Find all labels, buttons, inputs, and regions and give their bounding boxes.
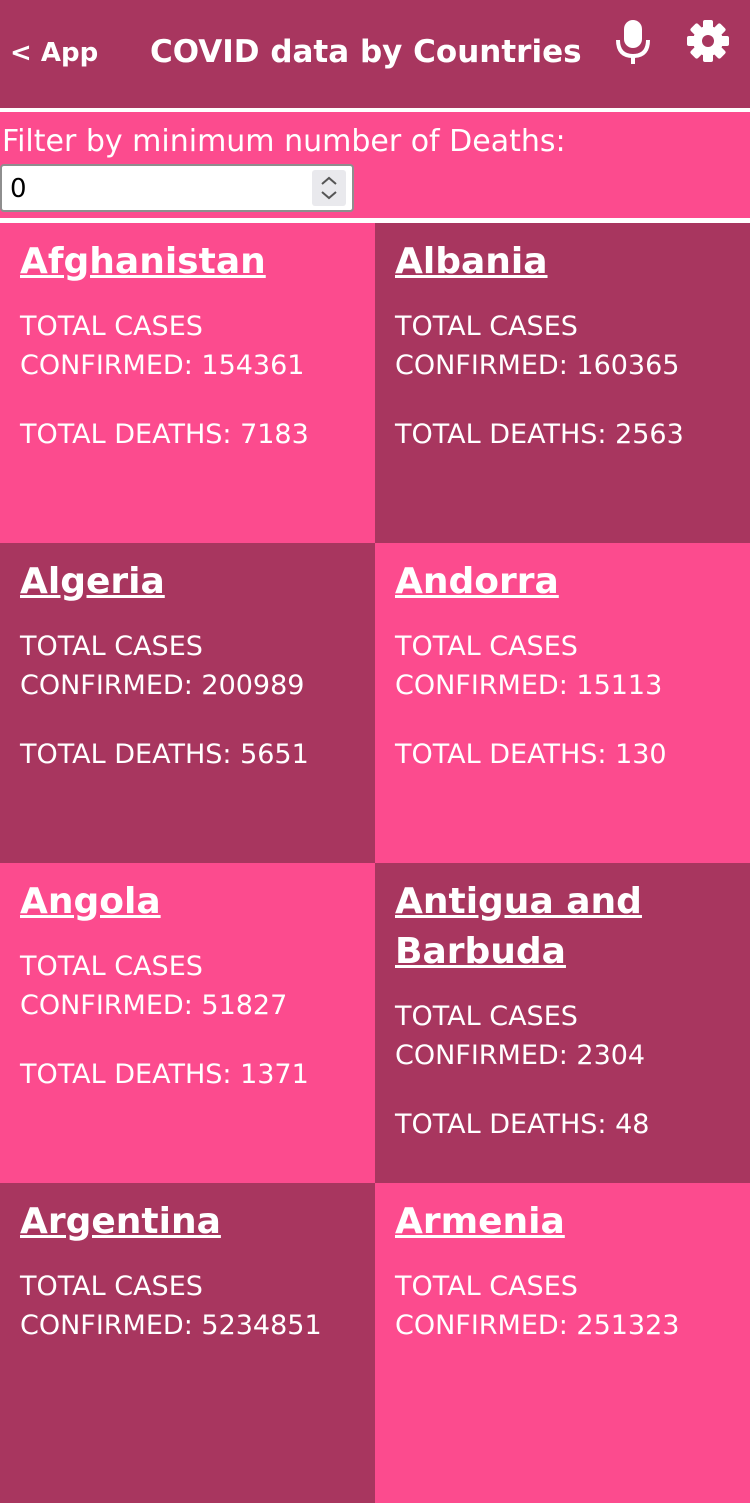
cases-stat: TOTAL CASES CONFIRMED: 160365 [395, 307, 750, 385]
confirmed-label: CONFIRMED: [395, 1310, 577, 1341]
cases-stat: TOTAL CASES CONFIRMED: 5234851 [20, 1267, 375, 1345]
deaths-label: TOTAL DEATHS: [20, 419, 241, 450]
deaths-stat: TOTAL DEATHS: 130 [395, 735, 750, 774]
confirmed-value: 154361 [201, 350, 305, 381]
filter-divider [0, 218, 750, 223]
filter-label: Filter by minimum number of Deaths: [2, 124, 566, 159]
deaths-value: 7183 [240, 419, 309, 450]
country-link[interactable]: Antigua and Barbuda [395, 881, 642, 972]
country-card: Afghanistan TOTAL CASES CONFIRMED: 15436… [0, 223, 375, 543]
deaths-label: TOTAL DEATHS: [395, 1109, 616, 1140]
cases-label: TOTAL CASES [20, 1271, 203, 1302]
confirmed-value: 51827 [201, 990, 288, 1021]
country-card: Armenia TOTAL CASES CONFIRMED: 251323 [375, 1183, 750, 1503]
country-link[interactable]: Argentina [20, 1201, 221, 1242]
country-card: Angola TOTAL CASES CONFIRMED: 51827 TOTA… [0, 863, 375, 1183]
header-divider [0, 108, 750, 112]
country-card: Argentina TOTAL CASES CONFIRMED: 5234851 [0, 1183, 375, 1503]
confirmed-value: 15113 [576, 670, 663, 701]
back-button[interactable]: < App [10, 38, 99, 68]
cases-stat: TOTAL CASES CONFIRMED: 251323 [395, 1267, 750, 1345]
deaths-value: 130 [615, 739, 667, 770]
deaths-value: 48 [615, 1109, 650, 1140]
confirmed-label: CONFIRMED: [395, 670, 577, 701]
confirmed-label: CONFIRMED: [20, 670, 202, 701]
confirmed-label: CONFIRMED: [20, 990, 202, 1021]
filter-bar: Filter by minimum number of Deaths: [0, 112, 750, 218]
country-card: Algeria TOTAL CASES CONFIRMED: 200989 TO… [0, 543, 375, 863]
country-link[interactable]: Albania [395, 241, 548, 282]
deaths-label: TOTAL DEATHS: [20, 1059, 241, 1090]
app-header: < App COVID data by Countries [0, 0, 750, 108]
microphone-icon[interactable] [612, 18, 654, 66]
cases-stat: TOTAL CASES CONFIRMED: 154361 [20, 307, 375, 385]
gear-icon[interactable] [686, 19, 730, 63]
deaths-label: TOTAL DEATHS: [395, 419, 616, 450]
number-spinner[interactable] [312, 170, 346, 206]
min-deaths-field[interactable] [0, 164, 354, 212]
cases-label: TOTAL CASES [395, 1271, 578, 1302]
deaths-stat: TOTAL DEATHS: 2563 [395, 415, 750, 454]
confirmed-label: CONFIRMED: [20, 1310, 202, 1341]
page-title: COVID data by Countries [150, 34, 582, 70]
deaths-stat: TOTAL DEATHS: 1371 [20, 1055, 375, 1094]
confirmed-label: CONFIRMED: [20, 350, 202, 381]
country-link[interactable]: Angola [20, 881, 161, 922]
deaths-stat: TOTAL DEATHS: 48 [395, 1105, 750, 1144]
country-link[interactable]: Afghanistan [20, 241, 266, 282]
cases-stat: TOTAL CASES CONFIRMED: 15113 [395, 627, 750, 705]
deaths-value: 5651 [240, 739, 309, 770]
country-link[interactable]: Armenia [395, 1201, 565, 1242]
confirmed-label: CONFIRMED: [395, 350, 577, 381]
confirmed-value: 5234851 [201, 1310, 322, 1341]
cases-label: TOTAL CASES [20, 951, 203, 982]
cases-stat: TOTAL CASES CONFIRMED: 2304 [395, 997, 750, 1075]
confirmed-value: 2304 [576, 1040, 646, 1071]
country-card: Andorra TOTAL CASES CONFIRMED: 15113 TOT… [375, 543, 750, 863]
country-card: Albania TOTAL CASES CONFIRMED: 160365 TO… [375, 223, 750, 543]
deaths-label: TOTAL DEATHS: [395, 739, 616, 770]
deaths-value: 2563 [615, 419, 684, 450]
confirmed-label: CONFIRMED: [395, 1040, 577, 1071]
country-link[interactable]: Andorra [395, 561, 559, 602]
cases-label: TOTAL CASES [395, 631, 578, 662]
country-card: Antigua and Barbuda TOTAL CASES CONFIRME… [375, 863, 750, 1183]
min-deaths-input[interactable] [8, 170, 302, 208]
deaths-stat: TOTAL DEATHS: 7183 [20, 415, 375, 454]
cases-label: TOTAL CASES [395, 311, 578, 342]
chevron-down-icon [321, 191, 337, 200]
cases-stat: TOTAL CASES CONFIRMED: 200989 [20, 627, 375, 705]
cases-label: TOTAL CASES [20, 311, 203, 342]
chevron-up-icon [321, 176, 337, 185]
cases-label: TOTAL CASES [20, 631, 203, 662]
country-link[interactable]: Algeria [20, 561, 165, 602]
confirmed-value: 251323 [576, 1310, 680, 1341]
deaths-value: 1371 [240, 1059, 309, 1090]
cases-stat: TOTAL CASES CONFIRMED: 51827 [20, 947, 375, 1025]
deaths-stat: TOTAL DEATHS: 5651 [20, 735, 375, 774]
confirmed-value: 200989 [201, 670, 305, 701]
deaths-label: TOTAL DEATHS: [20, 739, 241, 770]
cases-label: TOTAL CASES [395, 1001, 578, 1032]
confirmed-value: 160365 [576, 350, 680, 381]
